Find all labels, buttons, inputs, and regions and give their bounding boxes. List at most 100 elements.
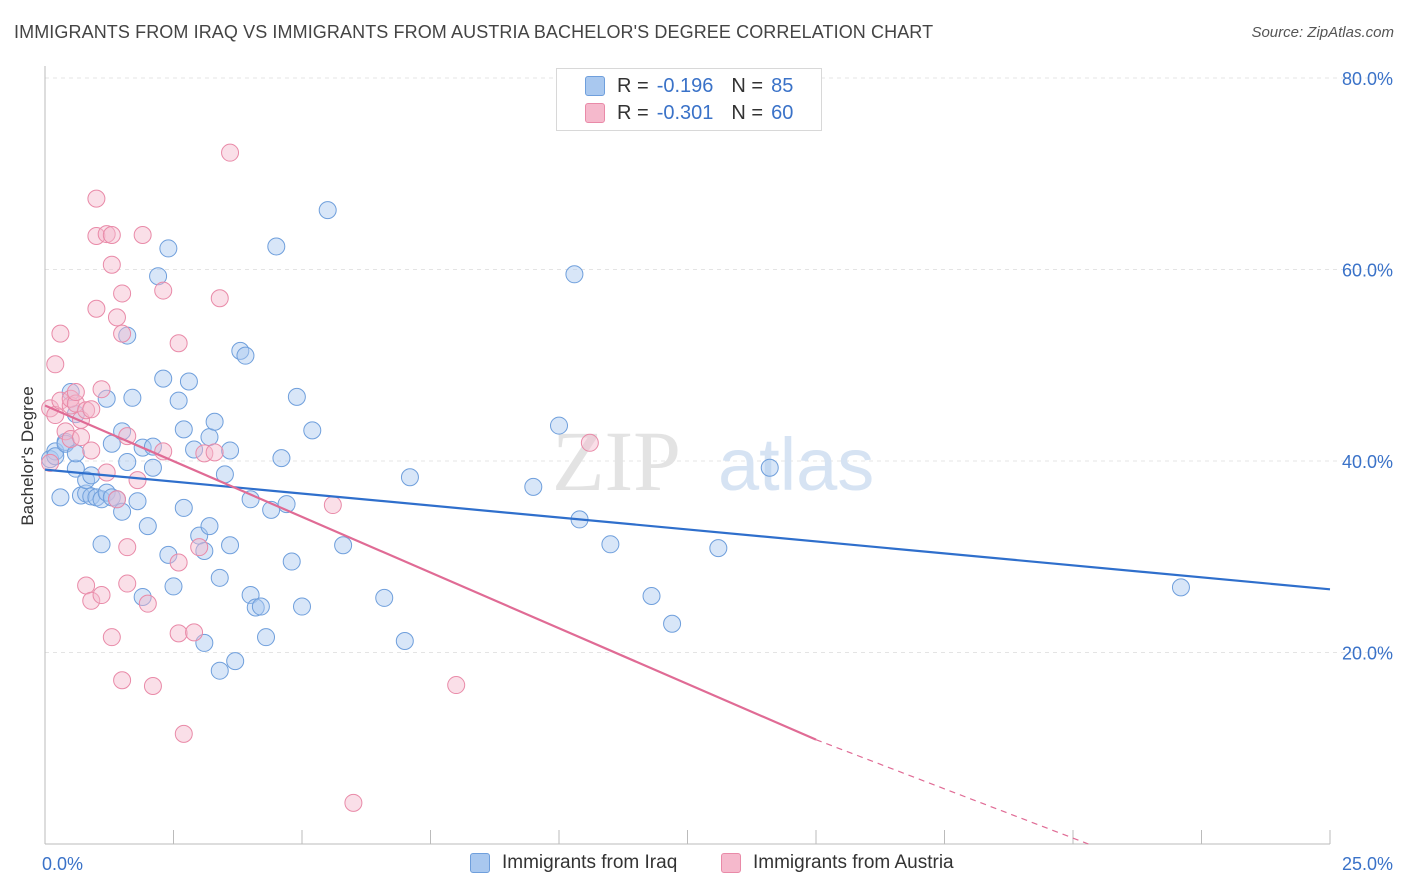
source-credit: Source: ZipAtlas.com	[1251, 24, 1394, 41]
legend-row-austria: R = -0.301 N = 60	[585, 100, 793, 126]
data-point-austria	[447, 676, 466, 695]
data-point-iraq	[92, 535, 111, 554]
data-point-iraq	[318, 201, 337, 220]
legend-label-austria: Immigrants from Austria	[753, 852, 954, 873]
correlation-legend: R = -0.196 N = 85 R = -0.301 N = 60	[556, 68, 822, 131]
data-point-iraq	[159, 239, 178, 258]
series-iraq-points	[41, 201, 1190, 680]
y-tick-label: 20.0%	[1342, 644, 1393, 664]
data-point-austria	[92, 586, 111, 605]
data-point-austria	[221, 143, 240, 162]
data-point-austria	[102, 255, 121, 274]
legend-n-label: N =	[731, 74, 764, 97]
data-point-austria	[82, 591, 101, 610]
legend-swatch-austria	[721, 853, 741, 873]
data-point-austria	[210, 289, 229, 308]
data-point-austria	[128, 471, 147, 490]
legend-row-iraq: R = -0.196 N = 85	[585, 73, 793, 99]
data-point-iraq	[143, 458, 162, 477]
data-point-austria	[169, 553, 188, 572]
data-point-iraq	[210, 568, 229, 587]
legend-swatch-austria	[585, 103, 605, 123]
data-point-iraq	[169, 391, 188, 410]
data-point-austria	[107, 308, 126, 327]
data-point-iraq	[272, 449, 291, 468]
data-point-austria	[205, 443, 224, 462]
data-point-iraq	[400, 468, 419, 487]
data-point-iraq	[138, 517, 157, 536]
data-point-iraq	[82, 487, 101, 506]
data-point-iraq	[642, 587, 661, 606]
data-point-iraq	[231, 341, 250, 360]
data-point-austria	[102, 628, 121, 647]
data-point-iraq	[128, 492, 147, 511]
x-tick-label-min: 0.0%	[42, 854, 83, 874]
data-point-austria	[195, 444, 214, 463]
trend-line-austria-extension	[815, 739, 1089, 845]
data-point-austria	[580, 433, 599, 452]
data-point-austria	[97, 225, 116, 244]
data-point-austria	[138, 594, 157, 613]
legend-r-value-iraq: -0.196	[656, 74, 714, 97]
trend-line-austria	[44, 404, 817, 741]
data-point-iraq	[118, 452, 137, 471]
series-austria-points	[41, 143, 599, 812]
legend-n-value-austria: 60	[771, 101, 794, 124]
legend-r-label: R =	[617, 74, 649, 97]
data-point-austria	[82, 441, 101, 460]
data-point-austria	[46, 355, 65, 374]
data-point-iraq	[51, 488, 70, 507]
data-point-austria	[185, 623, 204, 642]
data-point-iraq	[241, 490, 260, 509]
y-tick-labels: 20.0% 40.0% 60.0% 80.0%	[1342, 69, 1393, 664]
data-point-austria	[113, 284, 132, 303]
x-tick-label-max: 25.0%	[1342, 854, 1393, 874]
data-point-austria	[113, 671, 132, 690]
data-point-austria	[143, 677, 162, 696]
data-point-iraq	[303, 421, 322, 440]
data-point-iraq	[395, 632, 414, 651]
watermark-zip: ZIP	[552, 413, 681, 509]
data-point-austria	[169, 334, 188, 353]
data-point-iraq	[1171, 578, 1190, 597]
data-point-iraq	[550, 416, 568, 435]
data-point-iraq	[282, 552, 301, 571]
data-point-iraq	[200, 428, 219, 447]
data-point-iraq	[179, 372, 198, 391]
series-legend: Immigrants from Iraq Immigrants from Aus…	[0, 852, 1406, 878]
data-point-iraq	[226, 652, 245, 671]
data-point-iraq	[205, 412, 224, 431]
data-point-austria	[41, 453, 60, 472]
data-point-iraq	[221, 536, 240, 555]
data-point-austria	[97, 463, 116, 482]
data-point-iraq	[760, 458, 779, 477]
data-point-austria	[51, 324, 70, 343]
y-tick-label: 40.0%	[1342, 452, 1393, 472]
trend-line-iraq	[44, 468, 1331, 591]
data-point-iraq	[159, 545, 178, 564]
data-point-iraq	[149, 267, 168, 286]
data-point-austria	[323, 496, 342, 515]
y-tick-label: 80.0%	[1342, 69, 1393, 89]
data-point-austria	[66, 383, 85, 402]
data-point-iraq	[221, 441, 240, 460]
legend-item-austria: Immigrants from Austria	[721, 852, 954, 874]
data-point-iraq	[236, 346, 255, 365]
y-axis-label: Bachelor's Degree	[18, 386, 37, 525]
data-point-iraq	[185, 440, 204, 459]
watermark: ZIP atlas	[552, 413, 874, 509]
data-point-iraq	[267, 237, 286, 256]
data-point-austria	[92, 380, 111, 399]
data-point-austria	[107, 490, 126, 509]
data-point-austria	[174, 724, 193, 743]
data-point-iraq	[164, 577, 183, 596]
data-point-iraq	[334, 536, 353, 555]
data-point-iraq	[287, 387, 306, 406]
data-point-iraq	[251, 597, 270, 616]
legend-n-label: N =	[731, 101, 764, 124]
legend-n-value-iraq: 85	[771, 74, 794, 97]
data-point-austria	[190, 538, 209, 557]
legend-r-value-austria: -0.301	[656, 101, 714, 124]
data-point-austria	[87, 189, 106, 208]
data-point-austria	[118, 574, 137, 593]
